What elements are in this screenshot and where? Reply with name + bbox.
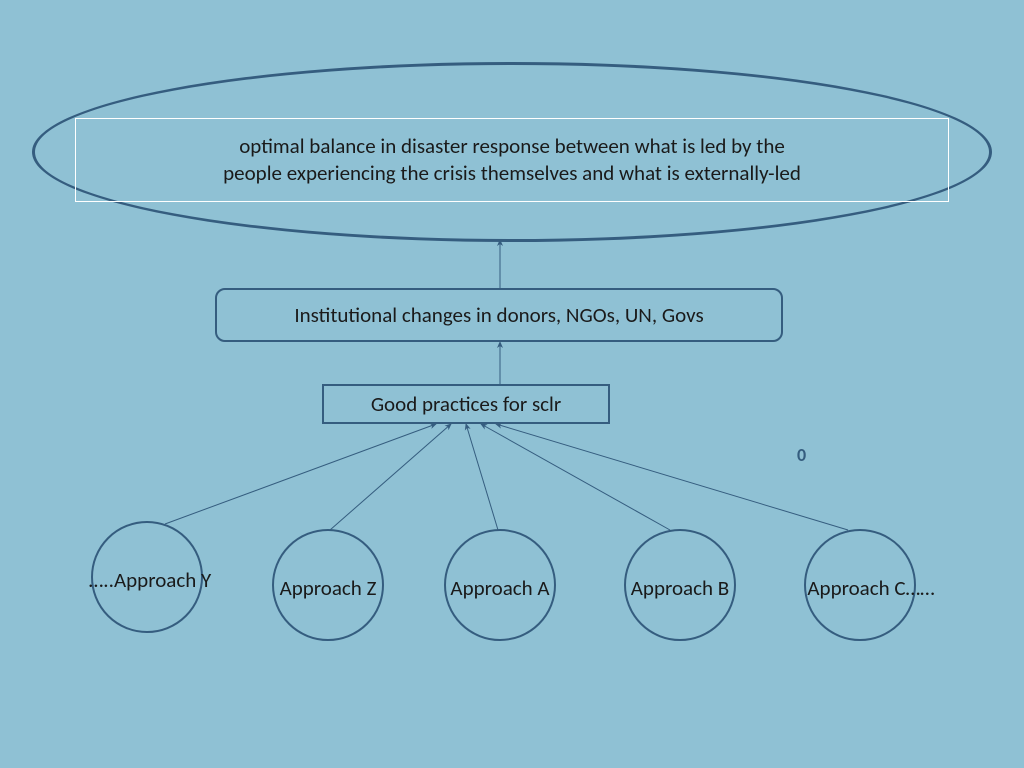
approach-label: Approach Z xyxy=(268,574,388,602)
approach-label: Approach A xyxy=(440,574,560,602)
diagram-canvas: optimal balance in disaster response bet… xyxy=(0,0,1024,768)
approach-label: Approach C…… xyxy=(786,574,956,602)
good-practices-label: Good practices for sclr xyxy=(371,391,561,417)
goal-text-line1: optimal balance in disaster response bet… xyxy=(76,133,948,160)
approach-label: Approach B xyxy=(620,574,740,602)
institutional-changes-box: Institutional changes in donors, NGOs, U… xyxy=(215,288,783,342)
good-practices-box: Good practices for sclr xyxy=(322,384,610,424)
stray-mark: 0 xyxy=(797,444,806,466)
approach-label: …..Approach Y xyxy=(60,566,240,594)
goal-text-line2: people experiencing the crisis themselve… xyxy=(76,160,948,187)
goal-text-box: optimal balance in disaster response bet… xyxy=(75,118,949,202)
institutional-changes-label: Institutional changes in donors, NGOs, U… xyxy=(294,302,703,328)
